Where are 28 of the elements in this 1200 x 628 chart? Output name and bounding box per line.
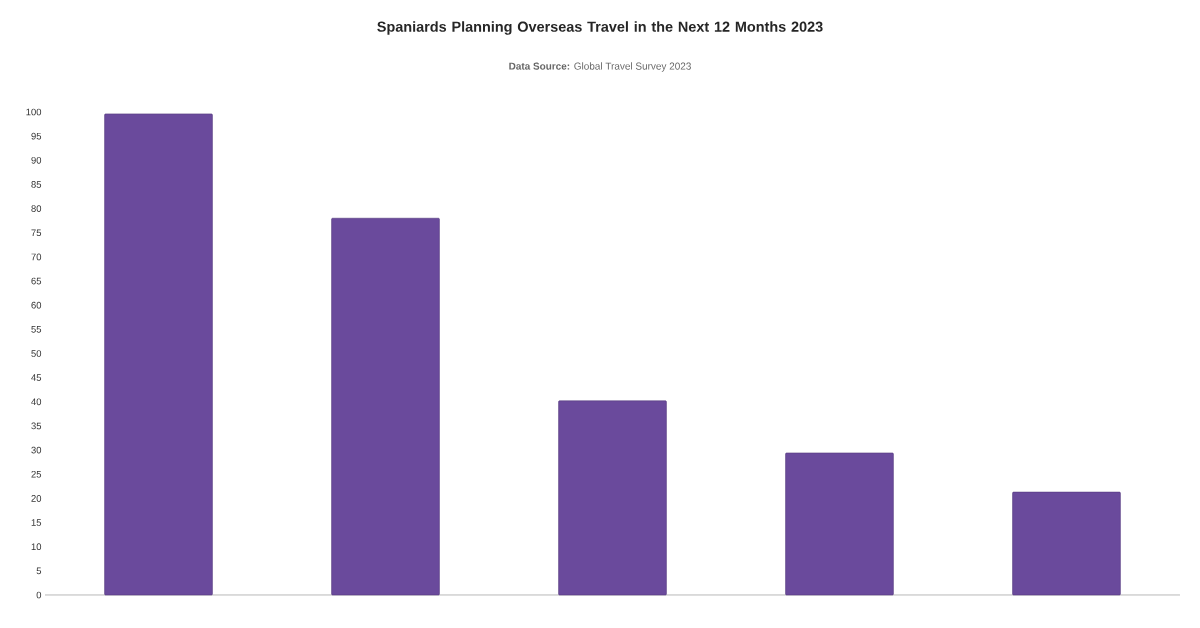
y-tick-label: 50 <box>31 350 42 357</box>
chart-title: Spaniards Planning Overseas Travel in the Next 12 Months 2023 <box>377 21 823 35</box>
y-tick-label: 55 <box>31 326 42 333</box>
y-tick-label: 45 <box>31 374 42 381</box>
bar <box>1012 491 1121 596</box>
y-tick-label: 95 <box>31 132 42 140</box>
bar <box>104 113 213 596</box>
bar <box>785 452 894 596</box>
y-tick-label: 90 <box>31 156 42 164</box>
y-tick-label: 60 <box>31 301 42 309</box>
y-tick-label: 70 <box>31 253 42 261</box>
y-tick-label: 80 <box>31 205 42 212</box>
y-tick-label: 10 <box>31 543 42 551</box>
y-tick-label: 65 <box>31 277 42 285</box>
y-tick-label: 30 <box>31 446 42 454</box>
bar <box>331 217 440 596</box>
y-tick-label: 0 <box>36 591 42 599</box>
y-tick-label: 20 <box>31 495 42 502</box>
y-tick-label: 15 <box>31 519 42 526</box>
y-tick-label: 25 <box>31 470 42 478</box>
y-tick-label: 35 <box>31 422 42 430</box>
y-tick-label: 75 <box>31 229 42 237</box>
text: Data Source: Global Travel Survey 2023 <box>509 62 691 72</box>
y-tick-label: 5 <box>36 567 42 575</box>
y-tick-label: 85 <box>31 181 42 188</box>
bar <box>558 400 667 596</box>
y-tick-label: 40 <box>31 398 42 406</box>
y-tick-label: 100 <box>26 108 42 116</box>
